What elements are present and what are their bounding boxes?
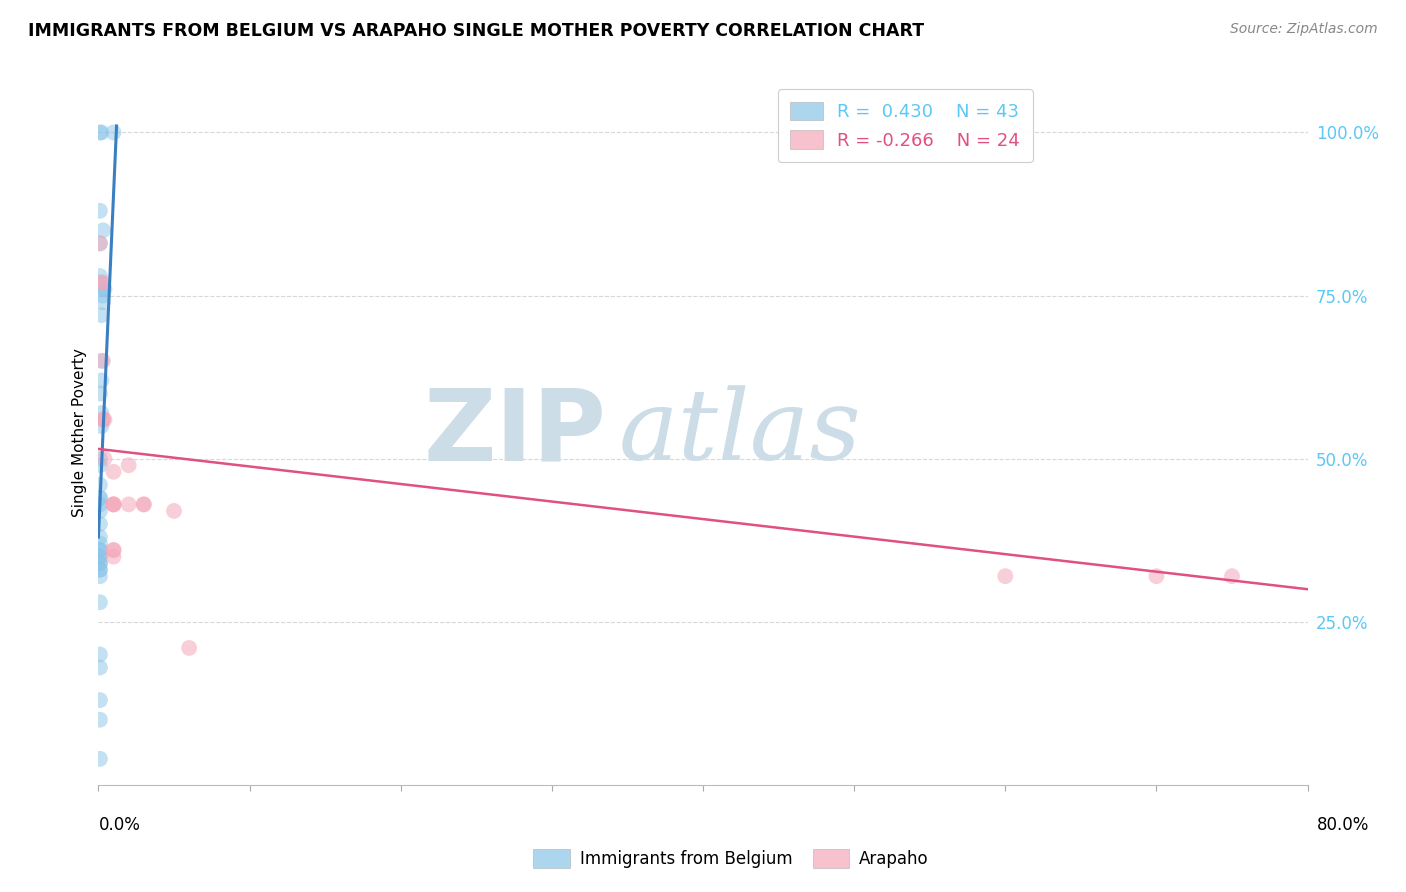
Point — [89, 693, 111, 707]
Point — [179, 640, 201, 655]
Point — [91, 223, 114, 237]
Point — [90, 373, 112, 387]
Point — [91, 295, 114, 310]
Text: 80.0%: 80.0% — [1316, 816, 1369, 834]
Point — [89, 660, 111, 674]
Point — [118, 458, 141, 473]
Point — [103, 465, 125, 479]
Point — [89, 563, 111, 577]
Point — [103, 497, 125, 511]
Point — [89, 752, 111, 766]
Point — [89, 556, 111, 570]
Point — [91, 354, 114, 368]
Point — [132, 497, 155, 511]
Point — [89, 491, 111, 505]
Point — [103, 126, 125, 140]
Point — [91, 412, 114, 426]
Point — [89, 543, 111, 558]
Text: ZIP: ZIP — [423, 384, 606, 481]
Point — [89, 458, 111, 473]
Point — [994, 569, 1017, 583]
Point — [89, 386, 111, 401]
Text: 0.0%: 0.0% — [98, 816, 141, 834]
Point — [93, 412, 115, 426]
Point — [132, 497, 155, 511]
Point — [89, 648, 111, 662]
Legend: R =  0.430    N = 43, R = -0.266    N = 24: R = 0.430 N = 43, R = -0.266 N = 24 — [778, 89, 1032, 162]
Point — [89, 491, 111, 505]
Point — [103, 543, 125, 558]
Point — [89, 497, 111, 511]
Point — [89, 478, 111, 492]
Point — [89, 268, 111, 283]
Text: Source: ZipAtlas.com: Source: ZipAtlas.com — [1230, 22, 1378, 37]
Point — [91, 276, 114, 290]
Point — [91, 282, 114, 296]
Point — [118, 497, 141, 511]
Point — [89, 569, 111, 583]
Point — [90, 126, 112, 140]
Point — [93, 282, 115, 296]
Point — [103, 497, 125, 511]
Point — [89, 549, 111, 564]
Point — [90, 419, 112, 434]
Point — [103, 497, 125, 511]
Point — [89, 563, 111, 577]
Point — [89, 556, 111, 570]
Point — [90, 354, 112, 368]
Point — [89, 516, 111, 531]
Point — [89, 236, 111, 251]
Point — [1220, 569, 1243, 583]
Point — [1144, 569, 1167, 583]
Point — [89, 504, 111, 518]
Point — [91, 288, 114, 302]
Point — [89, 451, 111, 466]
Legend: Immigrants from Belgium, Arapaho: Immigrants from Belgium, Arapaho — [527, 842, 935, 875]
Point — [89, 530, 111, 544]
Point — [89, 203, 111, 218]
Point — [89, 236, 111, 251]
Point — [93, 451, 115, 466]
Point — [90, 308, 112, 322]
Point — [103, 543, 125, 558]
Point — [90, 276, 112, 290]
Point — [89, 543, 111, 558]
Point — [163, 504, 186, 518]
Point — [103, 549, 125, 564]
Y-axis label: Single Mother Poverty: Single Mother Poverty — [72, 348, 87, 517]
Point — [89, 126, 111, 140]
Text: IMMIGRANTS FROM BELGIUM VS ARAPAHO SINGLE MOTHER POVERTY CORRELATION CHART: IMMIGRANTS FROM BELGIUM VS ARAPAHO SINGL… — [28, 22, 924, 40]
Point — [90, 406, 112, 420]
Point — [89, 549, 111, 564]
Point — [89, 595, 111, 609]
Point — [91, 412, 114, 426]
Point — [89, 713, 111, 727]
Point — [89, 536, 111, 550]
Text: atlas: atlas — [619, 385, 860, 480]
Point — [89, 276, 111, 290]
